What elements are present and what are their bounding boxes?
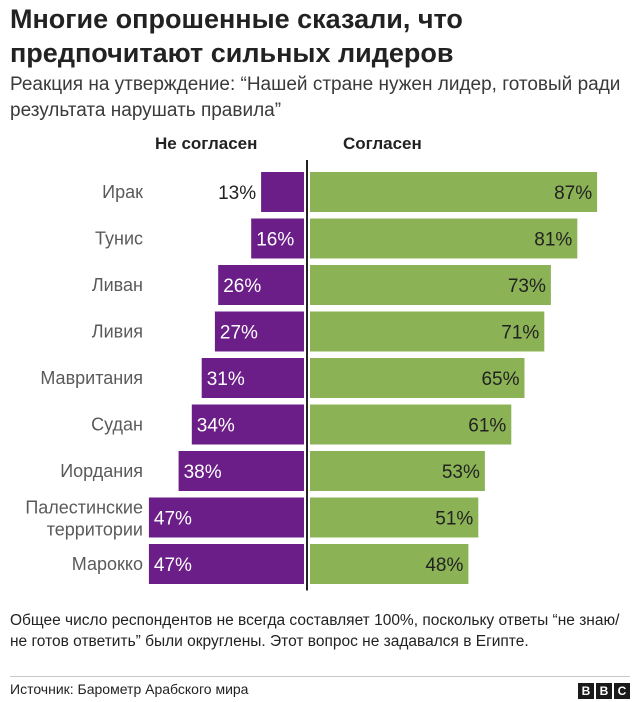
bar-agree [310,172,598,212]
value-label-disagree: 47% [154,555,192,576]
bar-agree [310,451,485,491]
category-label: Судан [91,415,143,435]
value-label-disagree: 34% [197,416,235,437]
footer-divider [10,676,630,677]
category-label: Ливия [92,322,143,342]
category-label: Марокко [72,554,143,574]
bar-disagree [201,358,304,398]
value-label-disagree: 31% [207,369,245,390]
bar-agree [310,404,512,445]
value-label-disagree: 13% [218,183,256,204]
bar-disagree [148,497,304,538]
value-label-agree: 61% [468,416,506,437]
bar-agree [310,265,551,305]
bar-disagree [191,404,304,445]
bar-agree [310,311,545,352]
legend-agree: Согласен [343,134,422,153]
chart-subtitle: Реакция на утверждение: “Нашей стране ну… [10,74,621,121]
value-label-disagree: 27% [220,323,258,344]
bbc-logo: B B C [578,683,630,699]
value-label-agree: 51% [435,509,473,530]
logo-letter: B [596,683,612,699]
category-label: Тунис [95,229,143,249]
value-label-agree: 48% [425,555,463,576]
value-label-disagree: 26% [223,276,261,297]
value-label-agree: 81% [534,230,572,251]
logo-letter: C [614,683,630,699]
bar-disagree [178,451,304,491]
bar-disagree [218,265,304,305]
category-label: Иордания [60,461,143,481]
diverging-bar-chart: 13% 87% Ирак 16% 81% Тунис 26% 73% Ливан 27% 71% Ли… [25,160,598,591]
value-label-agree: 87% [554,183,592,204]
bar-agree [310,218,578,259]
value-label-agree: 73% [508,276,546,297]
bar-disagree [261,172,304,212]
bar-disagree [148,544,304,584]
footnote: Общее число респондентов не всегда соста… [10,612,620,650]
legend-disagree: Не согласен [155,134,258,153]
value-label-disagree: 16% [256,230,294,251]
value-label-disagree: 38% [184,462,222,483]
category-label: Палестинские территории [25,498,143,540]
source-note: Источник: Барометр Арабского мира [10,681,249,697]
value-label-agree: 65% [481,369,519,390]
category-label: Мавритания [40,368,143,388]
category-label: Ирак [102,182,143,202]
value-label-agree: 71% [501,323,539,344]
category-label: Ливан [92,275,143,295]
bar-agree [310,497,479,538]
value-label-disagree: 47% [154,509,192,530]
value-label-agree: 53% [442,462,480,483]
bar-agree [310,358,525,398]
chart-title: Многие опрошенные сказали, что предпочит… [10,4,463,68]
bar-disagree [251,218,304,259]
bar-agree [310,544,469,584]
logo-letter: B [578,683,594,699]
bar-disagree [214,311,304,352]
